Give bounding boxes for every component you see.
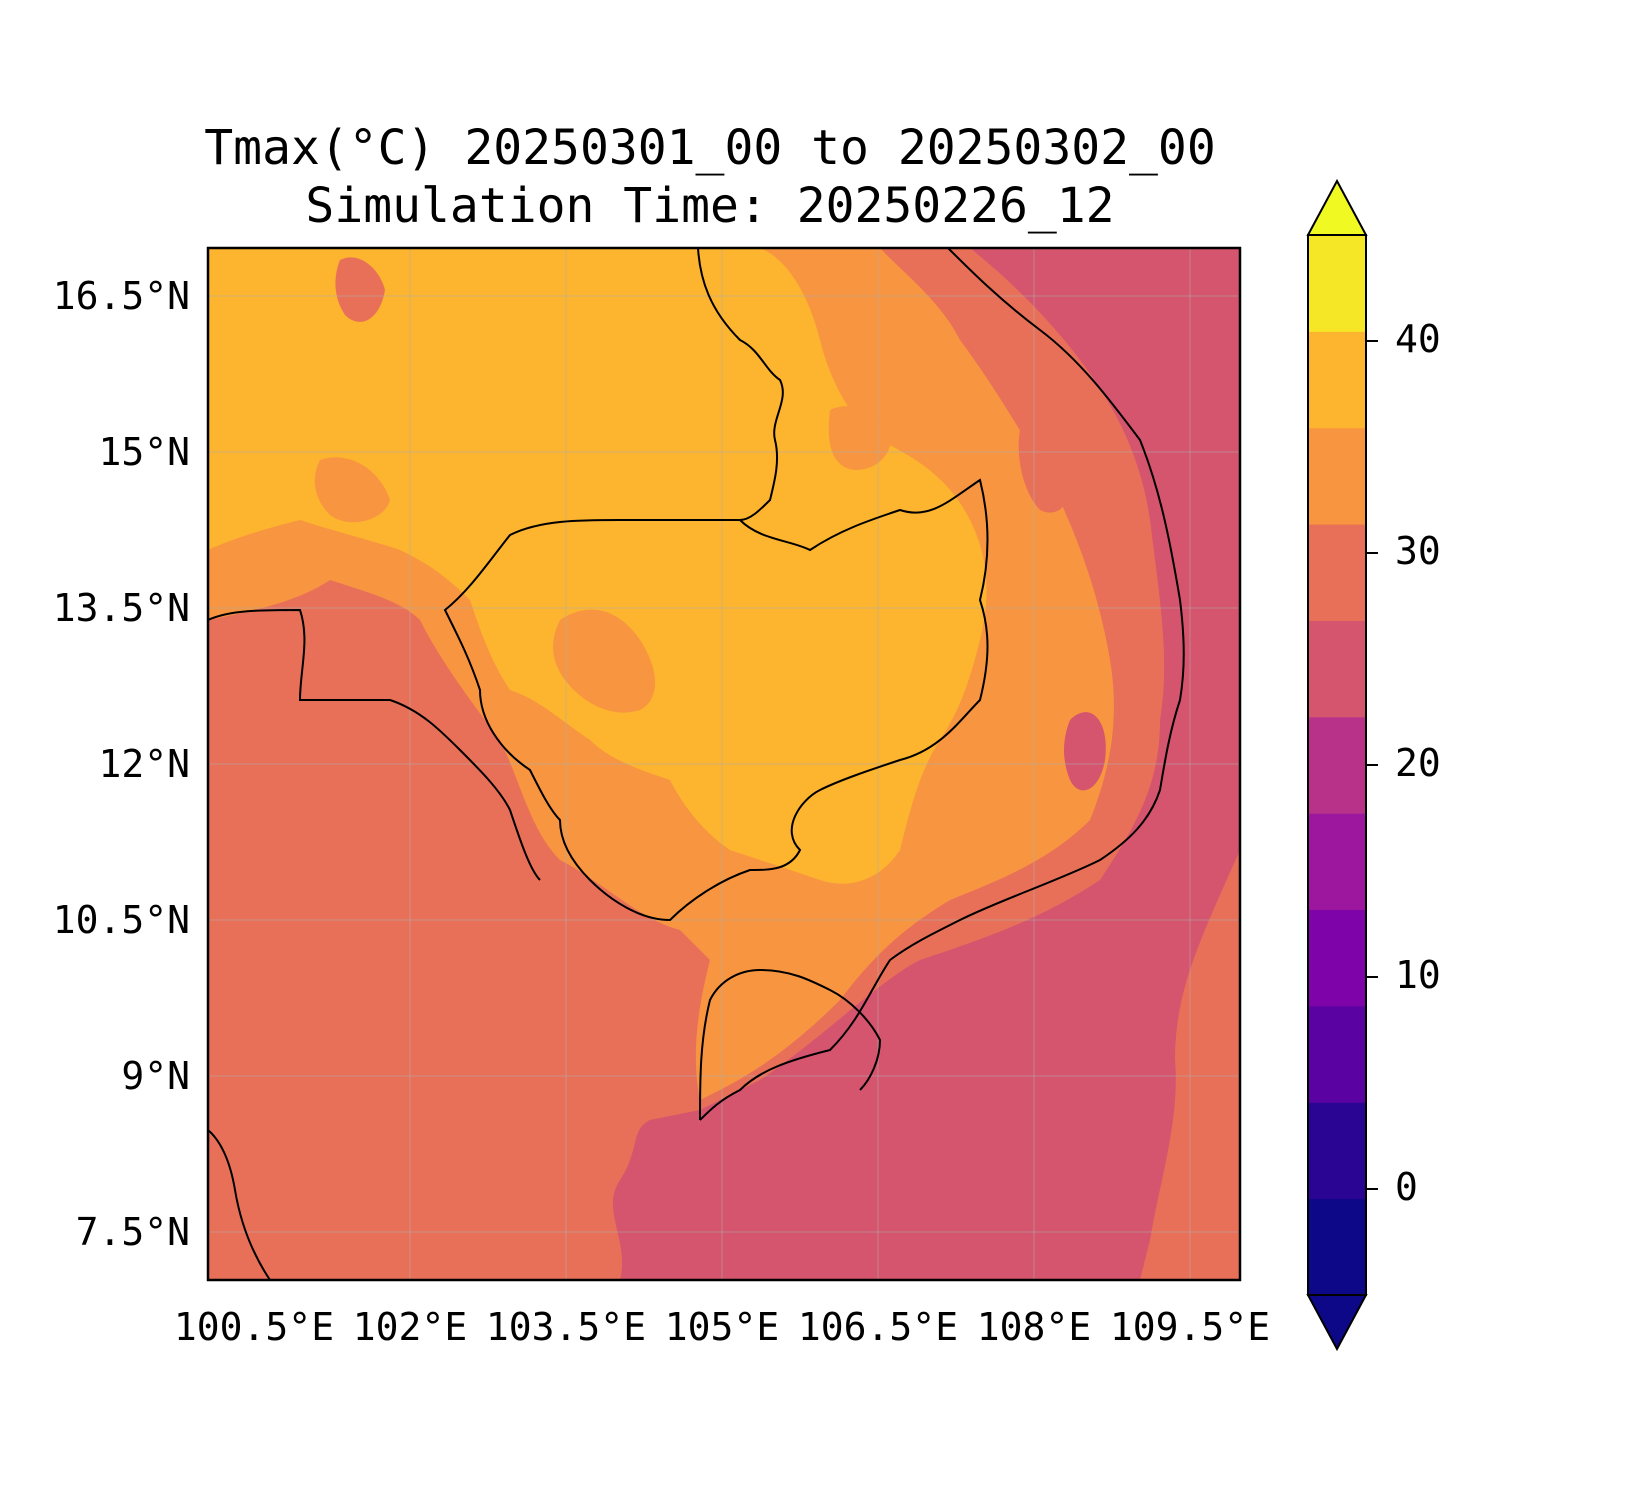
lon-tick-label: 108°E xyxy=(976,1305,1092,1349)
lat-tick-label: 13.5°N xyxy=(52,586,190,630)
lon-tick-label: 105°E xyxy=(664,1305,780,1349)
colorbar-segment xyxy=(1308,813,1366,911)
colorbar-extend-min xyxy=(1306,1294,1368,1352)
colorbar-tick-label: 30 xyxy=(1395,529,1441,573)
colorbar-segment xyxy=(1308,331,1366,429)
colorbar xyxy=(1306,178,1378,1352)
lon-tick-label: 106.5°E xyxy=(797,1305,959,1349)
colorbar-tick-label: 10 xyxy=(1395,953,1441,997)
map-title: Tmax(°C) 20250301_00 to 20250302_00 xyxy=(204,120,1216,176)
colorbar-segment xyxy=(1308,427,1366,525)
lat-tick-label: 7.5°N xyxy=(75,1210,190,1254)
field-35-40-land xyxy=(208,248,987,884)
lat-tick-label: 10.5°N xyxy=(52,898,190,942)
colorbar-segment xyxy=(1308,235,1366,332)
map-subtitle: Simulation Time: 20250226_12 xyxy=(305,178,1115,234)
colorbar-segment xyxy=(1308,1102,1366,1200)
lon-tick-label: 103.5°E xyxy=(485,1305,647,1349)
colorbar-segment xyxy=(1308,524,1366,621)
colorbar-segment xyxy=(1308,1198,1366,1296)
colorbar-tick-label: 20 xyxy=(1395,741,1441,785)
lat-tick-label: 12°N xyxy=(98,742,190,786)
lat-tick-label: 9°N xyxy=(121,1054,190,1098)
lat-tick-label: 15°N xyxy=(98,430,190,474)
gridlines xyxy=(208,248,1240,1280)
colorbar-segment xyxy=(1308,716,1366,814)
field-20-25-sea xyxy=(612,248,1240,1280)
map-frame xyxy=(206,246,1242,1282)
lon-tick-label: 100.5°E xyxy=(173,1305,335,1349)
colorbar-extend-max xyxy=(1306,178,1368,236)
lat-tick-label: 16.5°N xyxy=(52,274,190,318)
colorbar-segment xyxy=(1308,909,1366,1007)
colorbar-tick-label: 0 xyxy=(1395,1165,1418,1209)
coastlines-borders xyxy=(208,248,1185,1280)
colorbar-segment xyxy=(1308,620,1366,718)
lon-tick-label: 109.5°E xyxy=(1109,1305,1271,1349)
colorbar-tick-label: 40 xyxy=(1395,317,1441,361)
colorbar-segment xyxy=(1308,1005,1366,1103)
lon-tick-label: 102°E xyxy=(352,1305,468,1349)
temperature-field xyxy=(208,248,1240,1280)
